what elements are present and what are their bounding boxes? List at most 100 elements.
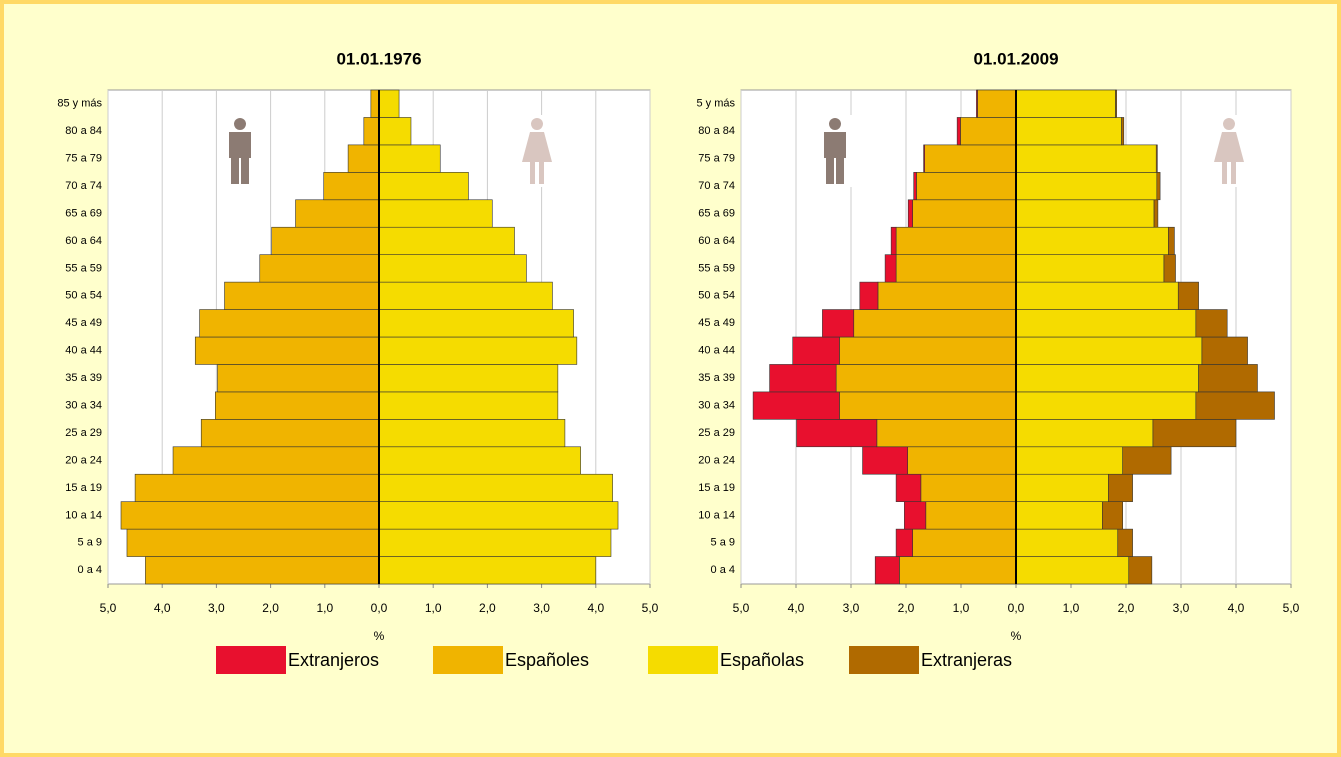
man-icon (814, 115, 856, 187)
legend-label: Españoles (505, 650, 589, 670)
y-tick-label: 0 a 4 (78, 564, 102, 576)
x-tick-label: 5,0 (100, 601, 117, 615)
bar (895, 473, 922, 502)
bar (1015, 89, 1116, 118)
bar (134, 473, 380, 502)
bar (215, 391, 380, 420)
bar (145, 556, 380, 585)
legend: Extranjeros Españoles Españolas Extranjeras (216, 646, 1012, 674)
y-tick-label: 15 a 19 (65, 482, 102, 494)
bar (370, 89, 380, 118)
bar (877, 281, 1017, 310)
x-tick-label: 2,0 (1118, 601, 1135, 615)
icon-head (531, 118, 543, 130)
bar (874, 556, 900, 585)
bar (1198, 364, 1258, 393)
bar (378, 89, 400, 118)
bar (347, 144, 380, 173)
bar (271, 226, 380, 255)
y-tick-label: 20 a 24 (698, 454, 735, 466)
y-tick-label: 55 a 59 (65, 262, 102, 274)
chart-title: 01.01.1976 (336, 49, 421, 68)
bar (899, 556, 1017, 585)
pyramid-chart: 01.01.2009% 5,0 4,0 3,0 2,0 1,0 0,0 1,0 2,0 3,0 4,… (696, 49, 1299, 643)
bar (884, 254, 897, 283)
bar (1117, 528, 1133, 557)
bar (1195, 391, 1275, 420)
bar (839, 336, 1017, 365)
bar (1015, 501, 1103, 530)
x-tick-label: 4,0 (1228, 601, 1245, 615)
bar (912, 528, 1017, 557)
bar (378, 391, 559, 420)
bar (912, 199, 1017, 228)
icon-leg (836, 156, 844, 184)
bar (1015, 556, 1130, 585)
y-tick-label: 25 a 29 (698, 427, 735, 439)
bar (792, 336, 840, 365)
y-tick-label: 5 y más (696, 98, 735, 110)
bar (378, 528, 612, 557)
y-tick-label: 75 a 79 (65, 153, 102, 165)
bar (378, 501, 619, 530)
bar (960, 117, 1017, 146)
y-tick-label: 55 a 59 (698, 262, 735, 274)
icon-head (234, 118, 246, 130)
bar (1015, 254, 1165, 283)
woman-icon (516, 115, 558, 187)
icon-leg (1231, 160, 1236, 184)
icon-body (824, 132, 846, 158)
bar (923, 144, 925, 173)
legend-swatch (433, 646, 503, 674)
bar (378, 364, 559, 393)
y-tick-label: 65 a 69 (698, 207, 735, 219)
bar (1015, 144, 1157, 173)
y-tick-label: 0 a 4 (711, 564, 735, 576)
x-tick-label: 5,0 (733, 601, 750, 615)
bar (363, 117, 380, 146)
x-tick-label: 4,0 (788, 601, 805, 615)
y-tick-label: 40 a 44 (65, 345, 102, 357)
bar (378, 419, 566, 448)
bar (1201, 336, 1248, 365)
legend-label: Españolas (720, 650, 804, 670)
y-tick-label: 30 a 34 (65, 400, 102, 412)
bar (1102, 501, 1123, 530)
icon-body (522, 132, 552, 162)
y-tick-label: 5 a 9 (711, 537, 735, 549)
bar (378, 281, 553, 310)
bar (835, 364, 1017, 393)
x-tick-label: 2,0 (898, 601, 915, 615)
icon-head (1223, 118, 1235, 130)
bar (1163, 254, 1176, 283)
y-tick-label: 30 a 34 (698, 400, 735, 412)
bar (378, 473, 613, 502)
x-tick-label: 3,0 (533, 601, 550, 615)
bar (295, 199, 380, 228)
y-tick-label: 35 a 39 (65, 372, 102, 384)
icon-body (229, 132, 251, 158)
bar (1015, 391, 1197, 420)
icon-leg (1222, 160, 1227, 184)
bar (1155, 144, 1158, 173)
bar (1015, 309, 1197, 338)
x-tick-label: 4,0 (587, 601, 604, 615)
x-tick-label: 0,0 (1008, 601, 1025, 615)
bar (378, 556, 597, 585)
bar (1122, 446, 1172, 475)
bar (916, 172, 1017, 201)
bar (259, 254, 380, 283)
bar (1153, 199, 1159, 228)
bar (1015, 446, 1123, 475)
plots: 01.01.1976% 5,0 4,0 3,0 2,0 1,0 0,0 1,0 2,0 3,0 4,… (57, 49, 1299, 643)
bar (1152, 419, 1237, 448)
icon-body (1214, 132, 1244, 162)
bar (907, 199, 913, 228)
x-tick-label: 0,0 (371, 601, 388, 615)
bar (859, 281, 879, 310)
bar (199, 309, 380, 338)
bar (1015, 364, 1199, 393)
bar (378, 172, 469, 201)
y-tick-label: 45 a 49 (65, 317, 102, 329)
x-tick-label: 4,0 (154, 601, 171, 615)
